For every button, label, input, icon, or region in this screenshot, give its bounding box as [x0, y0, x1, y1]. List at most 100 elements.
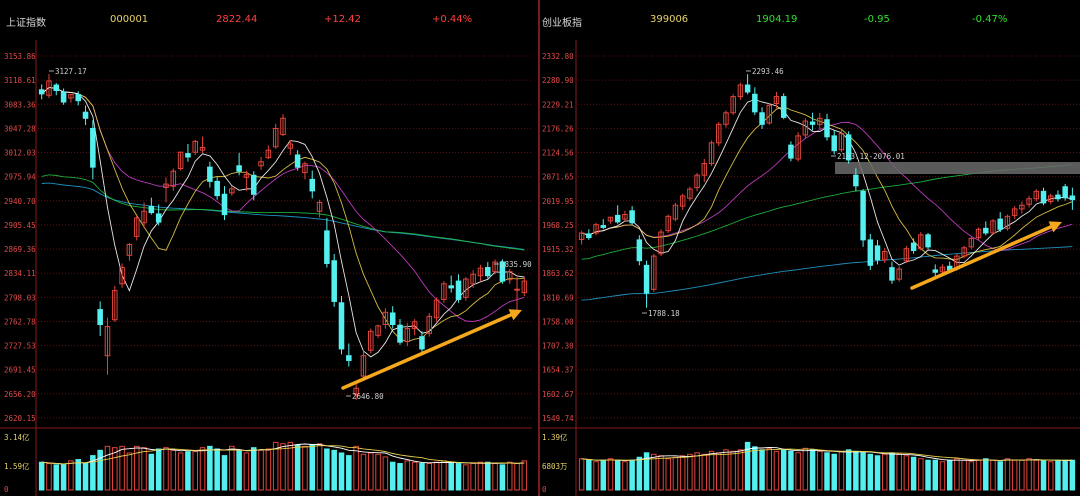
candle-body — [324, 230, 330, 264]
y-tick-label: 1810.69 — [542, 293, 574, 302]
y-tick-label: 1968.25 — [542, 221, 574, 230]
quote-header: 创业板指 399006 1904.19 -0.95 -0.47% — [540, 14, 1080, 30]
price-annotation: 3127.17 — [55, 67, 87, 76]
volume-bar — [250, 447, 257, 491]
volume-bar — [831, 453, 837, 491]
candle-body — [1033, 190, 1040, 200]
volume-tick-label: 1.39亿 — [542, 432, 568, 442]
volume-bar — [889, 452, 895, 491]
volume-bar — [593, 461, 599, 491]
volume-bar — [600, 459, 606, 491]
y-tick-label: 2280.90 — [542, 76, 574, 85]
candle-body — [651, 255, 657, 290]
candle-body — [126, 243, 133, 256]
volume-bar — [672, 456, 679, 491]
candle-body — [990, 220, 996, 234]
volume-bar — [968, 461, 975, 491]
volume-bar — [207, 445, 213, 491]
candle-body — [809, 121, 816, 125]
volume-bar — [382, 456, 389, 491]
volume-bar — [192, 451, 199, 491]
candle-body — [918, 234, 924, 250]
y-tick-label: 2975.94 — [4, 173, 36, 182]
candle-body — [119, 267, 125, 285]
candle-body — [672, 204, 679, 220]
trend-arrow-shaft — [341, 313, 513, 390]
volume-bar — [817, 450, 823, 491]
volume-bar — [492, 463, 498, 491]
volume-bar — [975, 459, 982, 491]
volume-bar — [867, 453, 874, 491]
candle-body — [716, 123, 722, 144]
candlestick-chart[interactable]: 2620.15 2656.20 2691.45 2727.53 2762.78 2798.… — [0, 0, 538, 496]
candle-body — [470, 273, 476, 285]
candlestick-chart[interactable]: 1549.74 1602.67 1654.37 1707.30 1758.00 1810.… — [540, 0, 1080, 496]
volume-bar — [586, 459, 592, 491]
candle-body — [338, 302, 345, 350]
volume-bar — [506, 461, 513, 491]
volume-bar — [694, 452, 700, 491]
candle-body — [752, 93, 758, 113]
volume-bar — [324, 448, 330, 491]
candle-body — [97, 309, 103, 326]
candle-body — [177, 151, 184, 169]
volume-bar — [629, 459, 635, 491]
volume-bar — [360, 453, 367, 491]
volume-bar — [177, 452, 184, 491]
price-grid: 1549.74 1602.67 1654.37 1707.30 1758.00 1810.… — [542, 52, 1080, 423]
index-code: 000001 — [110, 14, 149, 25]
candle-body — [679, 195, 686, 207]
candle-body — [939, 266, 946, 273]
volume-bar — [112, 447, 118, 491]
candle-body — [1062, 186, 1068, 199]
candle-body — [90, 127, 96, 168]
volume-bar — [1062, 459, 1068, 491]
volume-bar — [687, 453, 693, 491]
volume-bar — [426, 463, 433, 491]
volume-ma-line — [581, 448, 1073, 461]
y-tick-label: 1915.32 — [542, 245, 574, 254]
volume-bar — [838, 450, 845, 491]
candle-body — [838, 133, 845, 151]
volume-bar — [665, 458, 671, 491]
volume-bar — [397, 463, 403, 491]
y-tick-label: 2176.26 — [542, 124, 574, 133]
candle-body — [586, 233, 592, 239]
candle-body — [658, 231, 664, 255]
candle-body — [629, 210, 635, 224]
y-tick-label: 1707.30 — [542, 342, 574, 351]
volume-bar — [716, 452, 722, 491]
candle-body — [185, 153, 191, 158]
y-tick-label: 2940.70 — [4, 197, 36, 206]
volume-bar — [961, 459, 967, 491]
y-tick-label: 3153.86 — [4, 52, 36, 61]
volume-bar — [148, 453, 155, 491]
volume-bar — [53, 464, 60, 491]
volume-bar — [773, 450, 780, 491]
candle-body — [932, 269, 938, 273]
y-tick-label: 2124.56 — [542, 149, 574, 158]
volume-bar — [723, 449, 729, 491]
candle-body — [975, 228, 982, 239]
candle-body — [896, 268, 902, 280]
volume-bar — [997, 461, 1003, 491]
candle-body — [250, 174, 257, 195]
y-tick-label: 1863.62 — [542, 269, 574, 278]
volume-bar — [75, 459, 81, 491]
candle-body — [433, 299, 440, 319]
volume-bar — [375, 453, 381, 491]
volume-bar — [845, 449, 852, 491]
volume-bar — [737, 449, 744, 491]
volume-bar — [708, 450, 715, 491]
y-tick-label: 1602.67 — [542, 390, 574, 399]
ma20-line — [41, 86, 525, 322]
candle-body — [614, 214, 621, 223]
candle-body — [112, 290, 118, 321]
candle-body — [773, 96, 780, 105]
y-tick-label: 2798.03 — [4, 293, 36, 302]
y-tick-label: 2727.53 — [4, 342, 36, 351]
volume-bar — [419, 463, 425, 491]
volume-bar — [896, 453, 902, 491]
candle-body — [331, 260, 337, 302]
volume-bar — [730, 450, 736, 491]
